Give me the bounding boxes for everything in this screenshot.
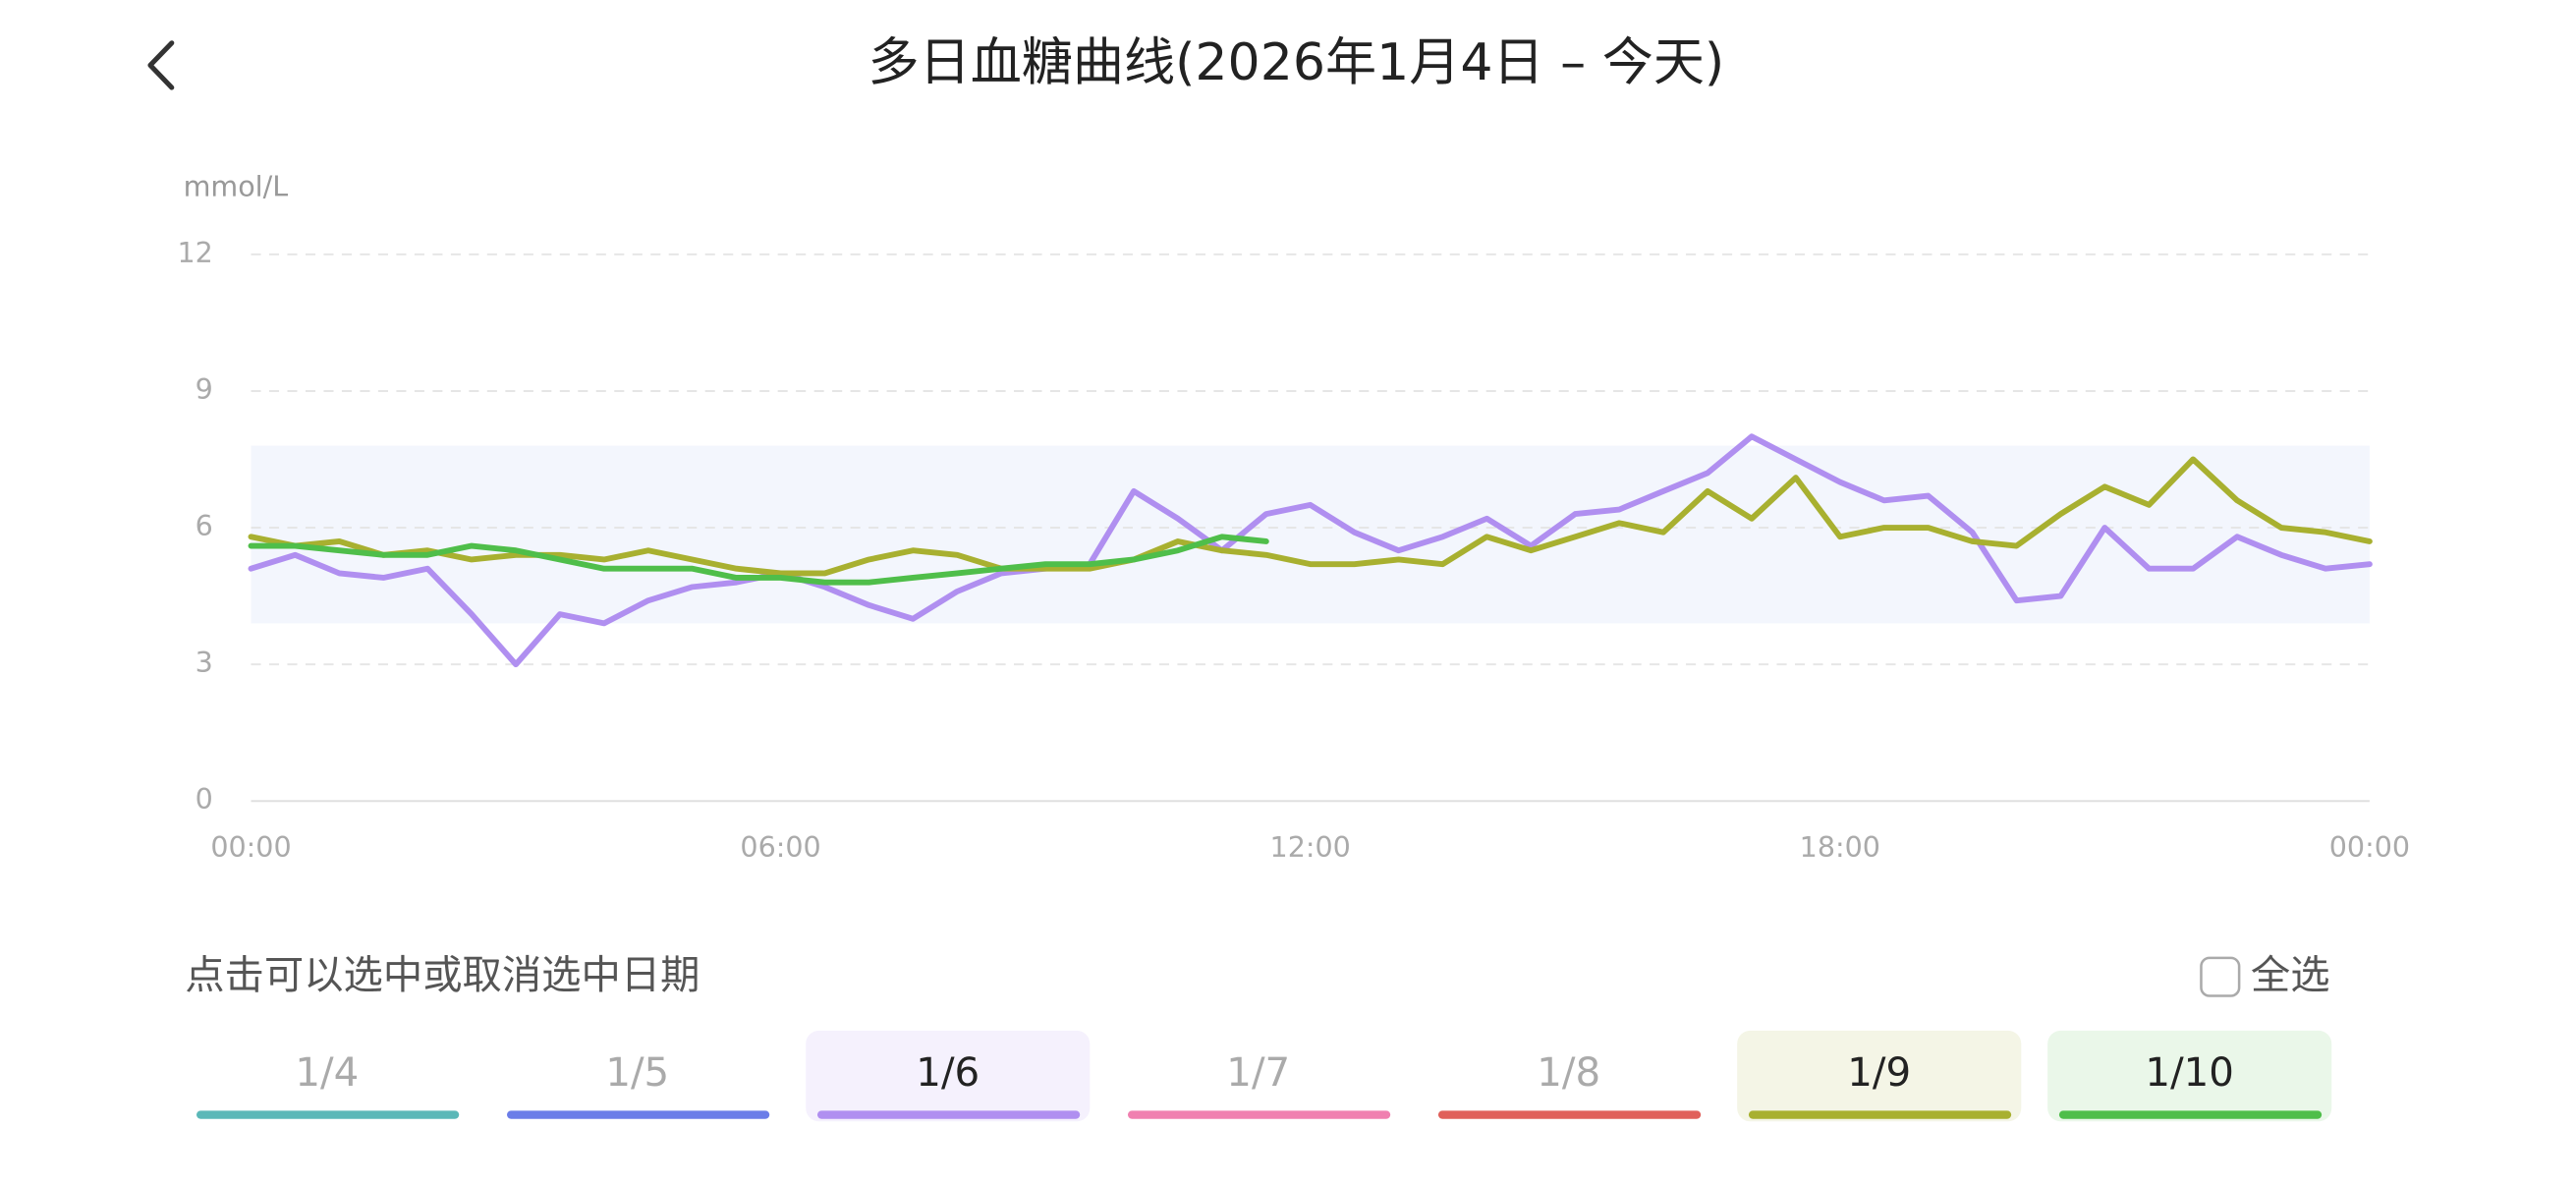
date-button-swatch[interactable] [1127, 1110, 1391, 1119]
date-button-bg[interactable] [1737, 1030, 2022, 1122]
x-tick-label: 00:00 [210, 830, 291, 864]
y-tick-label: 12 [177, 236, 212, 269]
date-button-swatch[interactable] [1437, 1110, 1702, 1119]
date-button-label[interactable]: 1/7 [1226, 1049, 1290, 1096]
date-button-label[interactable]: 1/9 [1847, 1049, 1911, 1096]
date-button-swatch[interactable] [506, 1110, 770, 1119]
x-tick-label: 12:00 [1270, 830, 1351, 864]
select-all-checkbox[interactable] [2200, 956, 2241, 997]
date-button-label[interactable]: 1/8 [1537, 1049, 1600, 1096]
y-tick-label: 6 [196, 509, 213, 542]
date-button-label[interactable]: 1/4 [295, 1049, 359, 1096]
y-tick-label: 3 [196, 646, 213, 679]
date-button-swatch[interactable] [196, 1110, 460, 1119]
date-button-bg[interactable] [2047, 1030, 2332, 1122]
date-button-swatch[interactable] [2058, 1110, 2323, 1119]
y-axis-unit: mmol/L [184, 170, 289, 203]
date-button-swatch[interactable] [816, 1110, 1081, 1119]
x-tick-label: 00:00 [2329, 830, 2410, 864]
y-tick-label: 0 [196, 782, 213, 816]
x-tick-label: 18:00 [1800, 830, 1880, 864]
date-button-label[interactable]: 1/6 [916, 1049, 980, 1096]
back-button[interactable] [147, 40, 175, 90]
select-all-label[interactable]: 全选 [2251, 952, 2330, 998]
y-tick-label: 9 [196, 372, 213, 406]
glucose-line [248, 534, 1269, 586]
page-title: 多日血糖曲线(2026年1月4日 – 今天) [868, 33, 1725, 92]
glucose-line [248, 433, 2373, 668]
date-button-label[interactable]: 1/5 [605, 1049, 669, 1096]
x-tick-label: 06:00 [740, 830, 820, 864]
glucose-line [248, 456, 2373, 577]
date-button-bg[interactable] [806, 1030, 1091, 1122]
target-range [251, 445, 2370, 624]
selector-hint: 点击可以选中或取消选中日期 [185, 952, 700, 998]
date-button-label[interactable]: 1/10 [2145, 1049, 2234, 1096]
date-button-swatch[interactable] [1748, 1110, 2012, 1119]
